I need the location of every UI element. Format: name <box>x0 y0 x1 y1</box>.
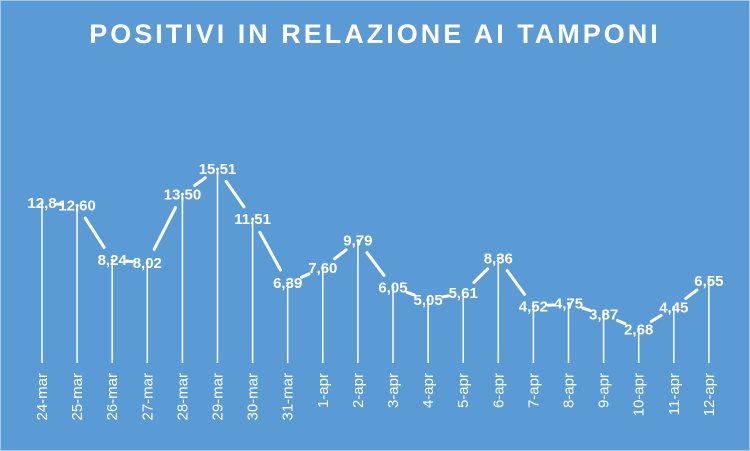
series-line-segment <box>649 313 663 324</box>
x-tick-label: 27-mar <box>139 373 156 421</box>
x-tick-label: 6-apr <box>490 373 507 408</box>
data-point <box>40 201 44 205</box>
data-label: 3,87 <box>589 307 618 324</box>
data-point <box>461 291 465 295</box>
series-line-segment <box>258 230 282 272</box>
x-tick-label: 29-mar <box>210 373 227 421</box>
series-line-segment <box>83 216 106 249</box>
data-point <box>531 305 535 308</box>
x-tick-label: 28-mar <box>174 373 191 421</box>
data-label: 4,52 <box>519 299 548 316</box>
series-line-segment <box>224 179 246 209</box>
data-label: 6,39 <box>273 275 302 292</box>
data-point <box>286 281 290 285</box>
data-point <box>180 192 184 196</box>
x-tick-label: 10-apr <box>631 373 648 416</box>
x-tick-label: 26-mar <box>104 373 121 421</box>
series-line-segment <box>441 294 450 299</box>
data-point <box>426 298 430 302</box>
series-line-segment <box>333 248 348 261</box>
series-line-segment <box>405 290 416 297</box>
x-tick-label: 25-mar <box>69 373 86 421</box>
data-label: 2,68 <box>624 322 653 339</box>
data-label: 6,55 <box>694 273 723 290</box>
series-line-segment <box>581 306 591 312</box>
x-tick-label: 2-apr <box>350 373 367 408</box>
chart-title: POSITIVI IN RELAZIONE AI TAMPONI <box>89 19 661 49</box>
data-label: 12,60 <box>58 198 96 215</box>
data-label: 9,79 <box>343 233 372 250</box>
x-tick-label: 1-apr <box>315 373 332 408</box>
data-point <box>216 167 219 171</box>
x-tick-label: 5-apr <box>455 373 472 408</box>
x-tick-label: 11-apr <box>666 373 683 415</box>
x-tick-label: 3-apr <box>385 373 402 408</box>
data-label: 12,8 <box>27 195 56 212</box>
data-label: 4,75 <box>554 296 583 313</box>
series-line-segment <box>684 288 699 300</box>
data-point <box>602 313 606 317</box>
series-line-segment <box>299 272 311 279</box>
data-point <box>321 266 325 270</box>
series-line-segment <box>505 269 527 296</box>
series-line-segment <box>365 251 386 277</box>
data-label: 11,51 <box>234 211 271 228</box>
data-point <box>145 261 149 265</box>
data-point <box>75 204 79 207</box>
data-label: 8,36 <box>484 251 513 268</box>
data-point <box>251 217 255 221</box>
series-line-segment <box>152 206 178 251</box>
data-label: 7,60 <box>308 260 337 277</box>
series-line-segment <box>615 318 627 326</box>
data-point <box>567 302 570 306</box>
x-tick-label: 7-apr <box>525 373 542 408</box>
data-label: 8,02 <box>133 255 162 272</box>
x-tick-label: 4-apr <box>420 373 437 408</box>
data-point <box>356 239 360 243</box>
data-point <box>110 258 114 262</box>
x-tick-label: 9-apr <box>596 373 613 408</box>
data-label: 5,61 <box>449 285 478 302</box>
data-point <box>672 305 676 309</box>
series-line-segment <box>193 176 207 188</box>
x-tick-label: 30-mar <box>245 373 262 421</box>
x-tick-label: 8-apr <box>561 373 578 408</box>
data-point <box>391 285 395 289</box>
data-point <box>707 279 711 283</box>
data-label: 6,05 <box>378 279 407 296</box>
data-point <box>637 328 641 331</box>
x-tick-label: 31-mar <box>280 373 297 421</box>
series-line-segment <box>472 267 490 284</box>
data-label: 13,50 <box>164 186 202 203</box>
data-label: 8,24 <box>98 252 128 269</box>
data-label: 15,51 <box>199 161 237 178</box>
x-tick-label: 12-apr <box>701 373 718 416</box>
data-point <box>496 257 500 260</box>
data-label: 5,05 <box>413 292 442 309</box>
x-tick-label: 24-mar <box>34 373 51 421</box>
data-label: 4,45 <box>659 299 688 316</box>
